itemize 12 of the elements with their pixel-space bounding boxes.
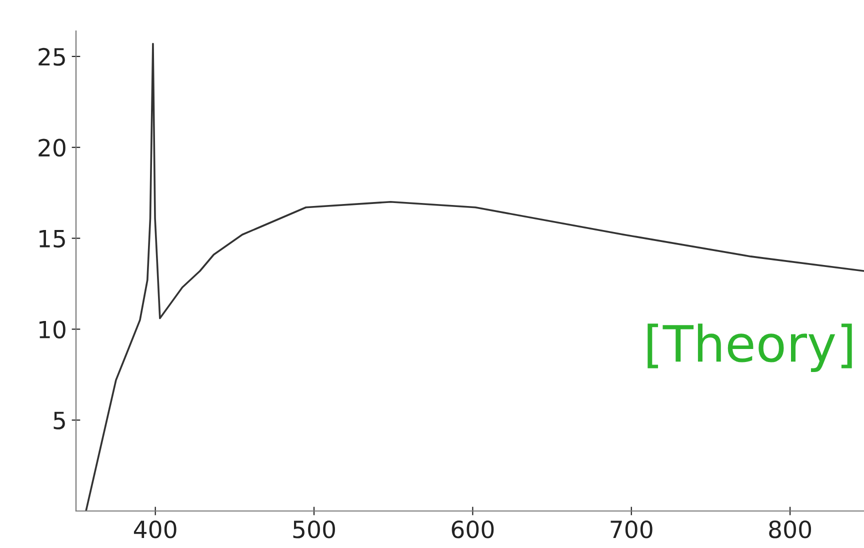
x-tick-label: 500 xyxy=(293,520,335,538)
x-tick-label: 700 xyxy=(610,520,652,538)
y-tick-label: 25 xyxy=(38,48,65,66)
line-series xyxy=(85,42,864,511)
x-tick-label: 400 xyxy=(134,520,176,538)
annotation: [Theory] xyxy=(648,324,852,372)
y-tick-label: 15 xyxy=(40,230,65,248)
y-tick-label: 10 xyxy=(40,320,66,338)
y-tick-label: 20 xyxy=(38,138,66,157)
x-tick-label: 600 xyxy=(452,520,494,538)
x-tick-label: 800 xyxy=(769,520,812,538)
y-tick-label: 5 xyxy=(54,412,65,430)
